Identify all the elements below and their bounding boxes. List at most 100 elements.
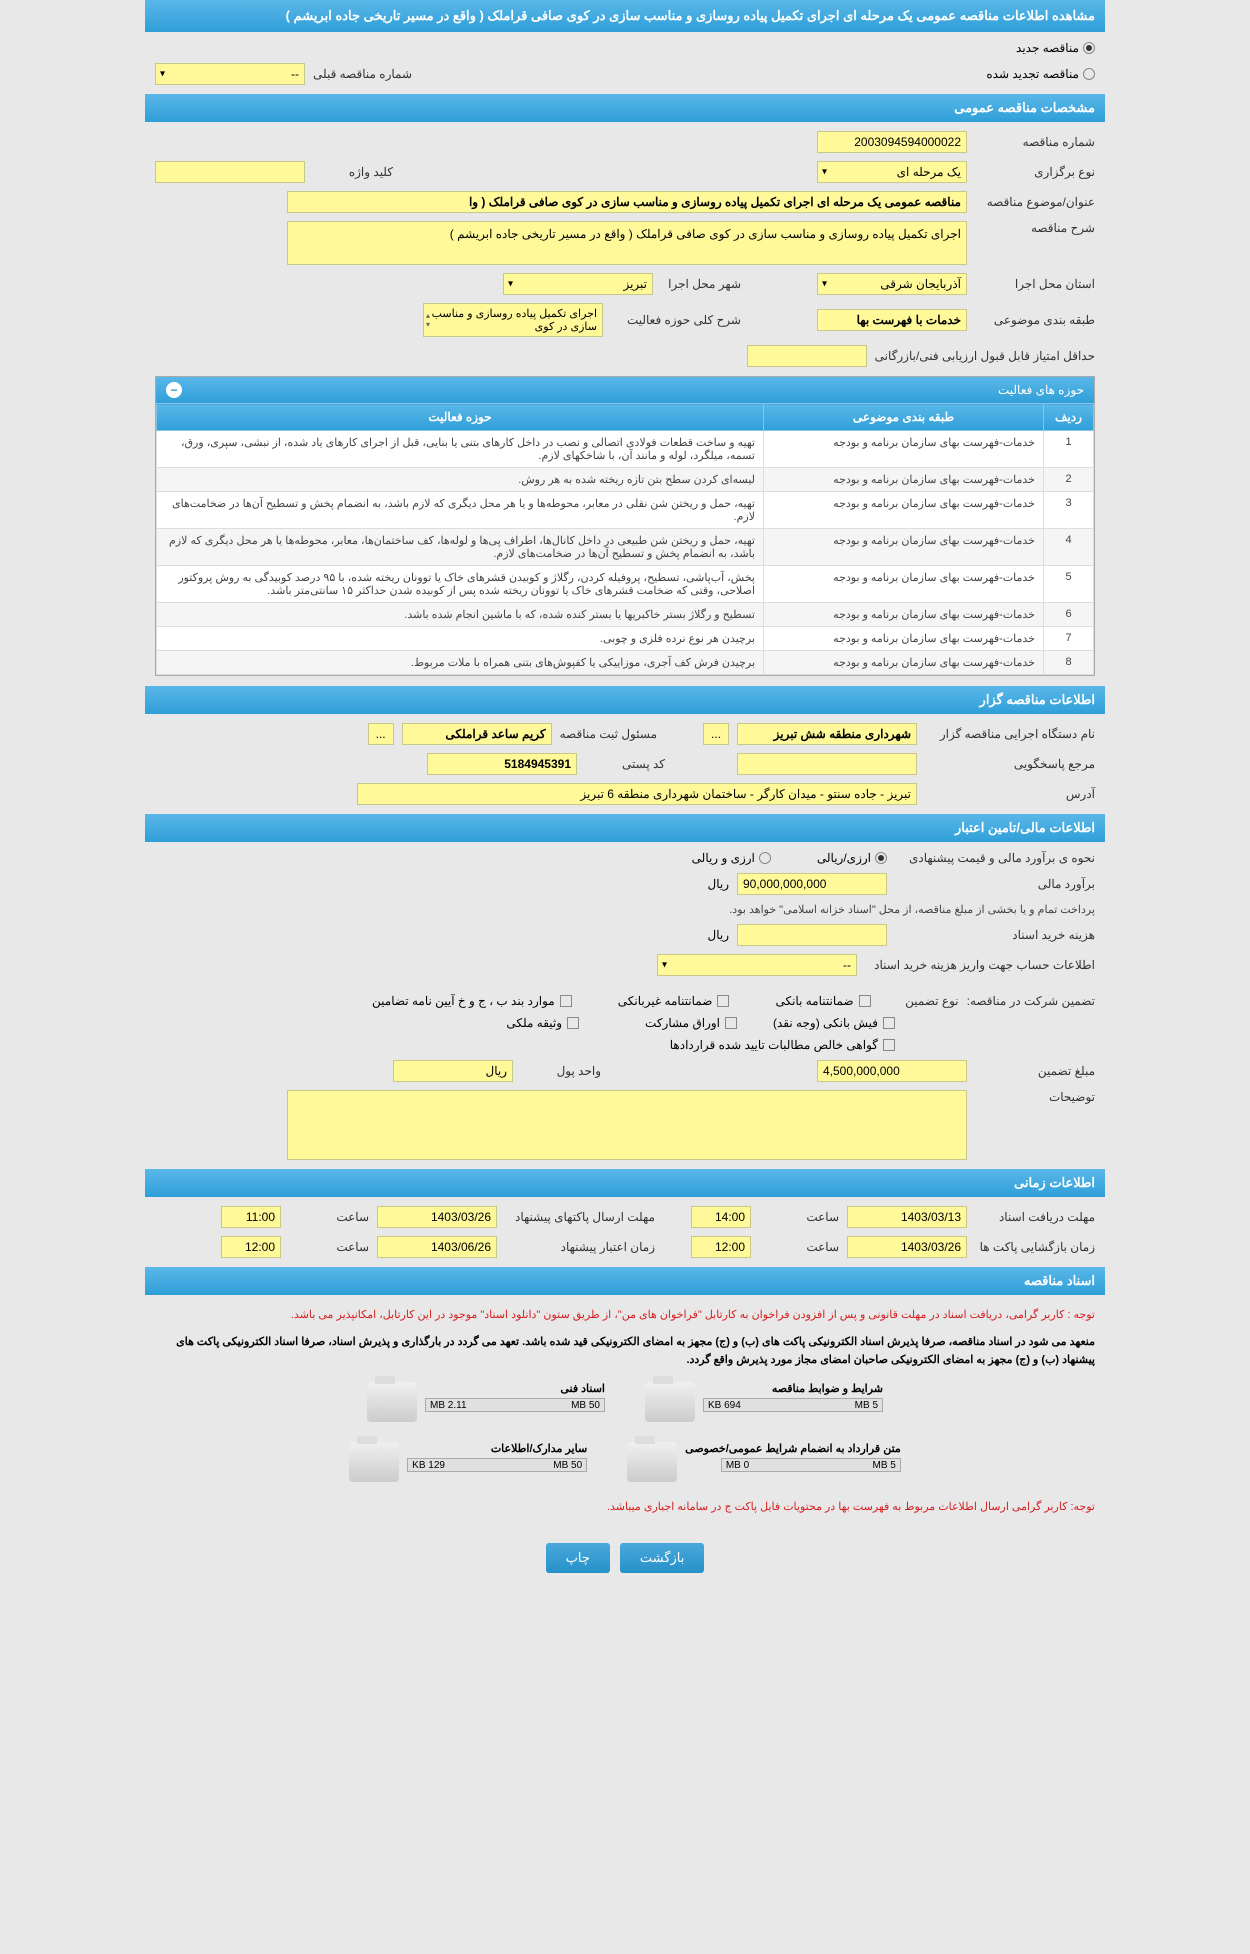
folder-item[interactable]: اسناد فنی 50 MB2.11 MB: [367, 1382, 605, 1422]
checkbox-icon: [883, 1017, 895, 1029]
page-title: مشاهده اطلاعات مناقصه عمومی یک مرحله ای …: [145, 0, 1105, 32]
folder-item[interactable]: سایر مدارک/اطلاعات 50 MB129 KB: [349, 1442, 587, 1482]
section-timing: اطلاعات زمانی: [145, 1169, 1105, 1197]
notes-field[interactable]: [287, 1090, 967, 1160]
chk-property[interactable]: وثیقه ملکی: [506, 1016, 579, 1030]
org-lookup-button[interactable]: ...: [703, 723, 729, 745]
activity-desc-label: شرح کلی حوزه فعالیت: [611, 313, 741, 327]
chk-bank-label: ضمانتنامه بانکی: [775, 994, 853, 1008]
warning-1: توجه : کاربر گرامی، دریافت اسناد در مهلت…: [145, 1300, 1105, 1331]
officer-lookup-button[interactable]: ...: [368, 723, 394, 745]
province-select[interactable]: آذربایجان شرقی: [817, 273, 967, 295]
opening-label: زمان بازگشایی پاکت ها: [975, 1240, 1095, 1254]
opt-rial-label: ارزی/ریالی: [817, 851, 871, 865]
checkbox-icon: [567, 1017, 579, 1029]
scroll-icon: ▴▾: [426, 311, 430, 329]
folder-title: اسناد فنی: [425, 1382, 605, 1395]
reg-officer-label: مسئول ثبت مناقصه: [560, 727, 657, 741]
chk-nonbank-label: ضمانتنامه غیربانکی: [618, 994, 713, 1008]
city-label: شهر محل اجرا: [661, 277, 741, 291]
class-field: خدمات با فهرست بها: [817, 309, 967, 331]
chk-bank[interactable]: ضمانتنامه بانکی: [775, 994, 870, 1008]
folder-item[interactable]: شرایط و ضوابط مناقصه 5 MB694 KB: [645, 1382, 883, 1422]
print-button[interactable]: چاپ: [546, 1543, 610, 1573]
reg-officer-field: کریم ساعد قراملکی: [402, 723, 552, 745]
radio-new-tender[interactable]: مناقصه جدید: [1016, 41, 1095, 55]
subject-field[interactable]: مناقصه عمومی یک مرحله ای اجرای تکمیل پیا…: [287, 191, 967, 213]
desc-field[interactable]: اجرای تکمیل پیاده روسازی و مناسب سازی در…: [287, 221, 967, 265]
table-row: 4خدمات-فهرست بهای سازمان برنامه و بودجهت…: [157, 529, 1094, 566]
doc-cost-unit: ریال: [707, 928, 729, 942]
doc-cost-field[interactable]: [737, 924, 887, 946]
radio-renewed-tender[interactable]: مناقصه تجدید شده: [986, 67, 1095, 81]
chk-nonbank[interactable]: ضمانتنامه غیربانکی: [618, 994, 730, 1008]
chk-items[interactable]: موارد بند ب ، ج و خ آیین نامه تضامین: [372, 994, 572, 1008]
desc-label: شرح مناقصه: [975, 221, 1095, 235]
prev-number-select[interactable]: --: [155, 63, 305, 85]
col-class: طبقه بندی موضوعی: [764, 404, 1044, 431]
notes-label: توضیحات: [975, 1090, 1095, 1104]
chk-cash-label: فیش بانکی (وجه نقد): [773, 1016, 878, 1030]
min-score-field[interactable]: [747, 345, 867, 367]
validity-date[interactable]: 1403/06/26: [377, 1236, 497, 1258]
address-field[interactable]: تبریز - جاده سنتو - میدان کارگر - ساختما…: [357, 783, 917, 805]
warning-3: توجه: کاربر گرامی ارسال اطلاعات مربوط به…: [145, 1492, 1105, 1523]
estimate-field[interactable]: 90,000,000,000: [737, 873, 887, 895]
radio-rial[interactable]: ارزی/ریالی: [817, 851, 887, 865]
minimize-icon[interactable]: −: [166, 382, 182, 398]
folder-item[interactable]: متن قرارداد به انضمام شرایط عمومی/خصوصی …: [627, 1442, 901, 1482]
proposal-label: مهلت ارسال پاکتهای پیشنهاد: [505, 1210, 655, 1224]
doc-deadline-date[interactable]: 1403/03/13: [847, 1206, 967, 1228]
doc-deadline-time[interactable]: 14:00: [691, 1206, 751, 1228]
warning-2: منعهد می شود در اسناد مناقصه، صرفا پذیرش…: [145, 1331, 1105, 1372]
city-select[interactable]: تبریز: [503, 273, 653, 295]
section-documents: اسناد مناقصه: [145, 1267, 1105, 1295]
activity-desc-text: اجرای تکمیل پیاده روسازی و مناسب سازی در…: [429, 307, 597, 333]
account-select[interactable]: --: [657, 954, 857, 976]
chk-items-label: موارد بند ب ، ج و خ آیین نامه تضامین: [372, 994, 555, 1008]
radio-currency[interactable]: ارزی و ریالی: [692, 851, 771, 865]
proposal-date[interactable]: 1403/03/26: [377, 1206, 497, 1228]
activity-table-title: حوزه های فعالیت: [998, 383, 1084, 397]
radio-dot-icon: [1083, 68, 1095, 80]
folder-progress: 5 MB694 KB: [703, 1398, 883, 1412]
method-label: نحوه ی برآورد مالی و قیمت پیشنهادی: [895, 851, 1095, 865]
keyword-label: کلید واژه: [313, 165, 393, 179]
radio-dot-icon: [759, 852, 771, 864]
class-label: طبقه بندی موضوعی: [975, 313, 1095, 327]
table-row: 8خدمات-فهرست بهای سازمان برنامه و بودجهب…: [157, 651, 1094, 675]
folder-icon: [349, 1442, 399, 1482]
radio-dot-icon: [875, 852, 887, 864]
section-financial: اطلاعات مالی/تامین اعتبار: [145, 814, 1105, 842]
table-row: 7خدمات-فهرست بهای سازمان برنامه و بودجهب…: [157, 627, 1094, 651]
subject-label: عنوان/موضوع مناقصه: [975, 195, 1095, 209]
chk-share[interactable]: اوراق مشارکت: [645, 1016, 737, 1030]
org-label: نام دستگاه اجرایی مناقصه گزار: [925, 727, 1095, 741]
folder-progress: 50 MB2.11 MB: [425, 1398, 605, 1412]
type-label: نوع برگزاری: [975, 165, 1095, 179]
tender-no-field: 2003094594000022: [817, 131, 967, 153]
checkbox-icon: [883, 1039, 895, 1051]
chk-cash[interactable]: فیش بانکی (وجه نقد): [773, 1016, 895, 1030]
table-row: 6خدمات-فهرست بهای سازمان برنامه و بودجهت…: [157, 603, 1094, 627]
section-general: مشخصات مناقصه عمومی: [145, 94, 1105, 122]
proposal-time[interactable]: 11:00: [221, 1206, 281, 1228]
prev-number-label: شماره مناقصه قبلی: [313, 67, 412, 81]
type-select[interactable]: یک مرحله ای: [817, 161, 967, 183]
keyword-field[interactable]: [155, 161, 305, 183]
back-button[interactable]: بازگشت: [620, 1543, 704, 1573]
col-row: ردیف: [1044, 404, 1094, 431]
section-organizer: اطلاعات مناقصه گزار: [145, 686, 1105, 714]
folder-icon: [367, 1382, 417, 1422]
activity-desc-field[interactable]: اجرای تکمیل پیاده روسازی و مناسب سازی در…: [423, 303, 603, 337]
estimate-label: برآورد مالی: [895, 877, 1095, 891]
opening-time[interactable]: 12:00: [691, 1236, 751, 1258]
amount-field[interactable]: 4,500,000,000: [817, 1060, 967, 1082]
radio-dot-icon: [1083, 42, 1095, 54]
province-label: استان محل اجرا: [975, 277, 1095, 291]
responder-field[interactable]: [737, 753, 917, 775]
chk-clearance[interactable]: گواهی خالص مطالبات تایید شده قراردادها: [670, 1038, 895, 1052]
unit-field: ریال: [393, 1060, 513, 1082]
opening-date[interactable]: 1403/03/26: [847, 1236, 967, 1258]
validity-time[interactable]: 12:00: [221, 1236, 281, 1258]
